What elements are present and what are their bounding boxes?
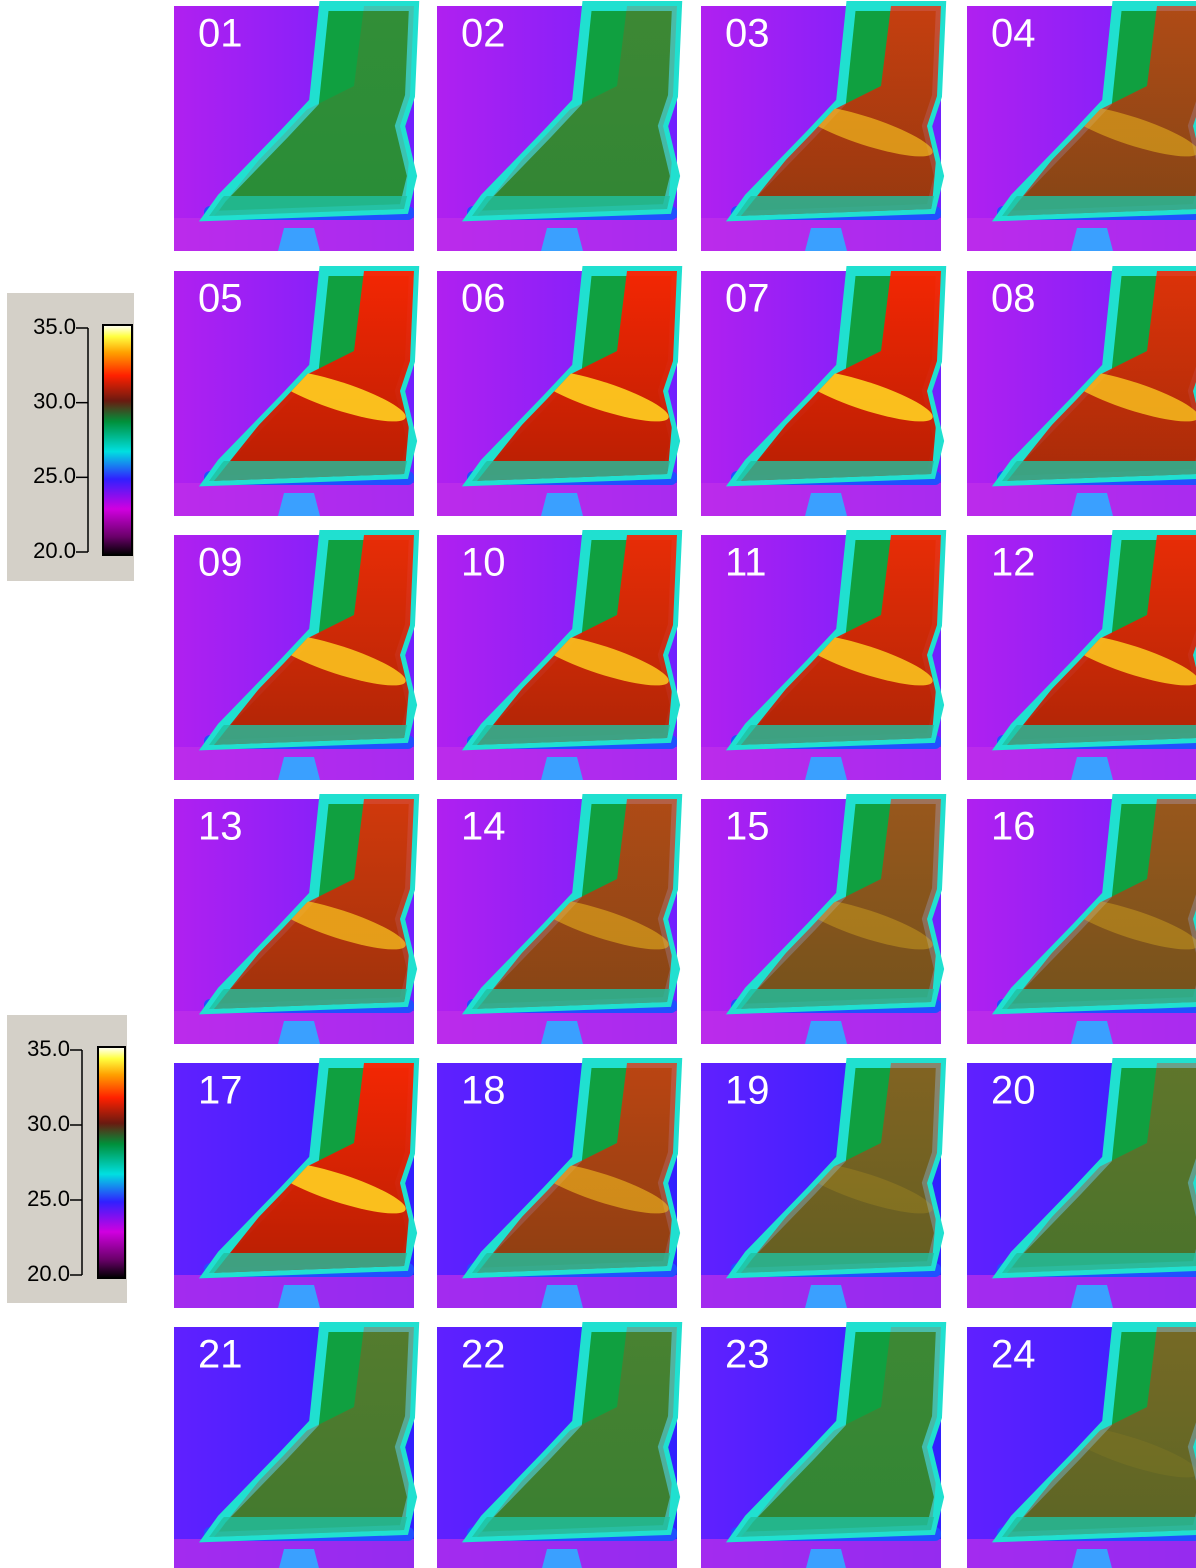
stand bbox=[1071, 1549, 1113, 1568]
thermal-image: 11 bbox=[701, 535, 941, 780]
stand bbox=[805, 1021, 847, 1044]
thermal-image: 06 bbox=[437, 271, 677, 516]
colorbar-tick-label: 35.0 bbox=[33, 314, 76, 339]
thermal-image: 04 bbox=[967, 6, 1196, 251]
stand bbox=[541, 1021, 583, 1044]
thermal-image: 05 bbox=[174, 271, 414, 516]
image-label: 18 bbox=[461, 1069, 506, 1113]
figure: 35.0 30.0 25.0 20.0 35.0 30.0 25.0 20.0 01 02 03 04… bbox=[0, 0, 1196, 1568]
thermal-image: 16 bbox=[967, 799, 1196, 1044]
colorbar-tick-label: 30.0 bbox=[33, 388, 76, 413]
stand bbox=[1071, 757, 1113, 780]
stand bbox=[278, 1285, 320, 1308]
thermal-image: 13 bbox=[174, 799, 414, 1044]
stand bbox=[541, 757, 583, 780]
stand bbox=[1071, 1285, 1113, 1308]
stand bbox=[1071, 228, 1113, 251]
stand bbox=[1071, 493, 1113, 516]
image-label: 24 bbox=[991, 1333, 1036, 1377]
thermal-image: 18 bbox=[437, 1063, 677, 1308]
stand bbox=[805, 493, 847, 516]
stand bbox=[541, 493, 583, 516]
thermal-image: 20 bbox=[967, 1063, 1196, 1308]
thermal-image: 08 bbox=[967, 271, 1196, 516]
colorbar-tick-label: 20.0 bbox=[27, 1261, 70, 1286]
image-label: 08 bbox=[991, 277, 1036, 321]
image-label: 14 bbox=[461, 805, 506, 849]
colorbar-tick-label: 25.0 bbox=[33, 463, 76, 488]
image-label: 01 bbox=[198, 12, 243, 56]
image-label: 06 bbox=[461, 277, 506, 321]
stand bbox=[278, 493, 320, 516]
stand bbox=[278, 757, 320, 780]
stand bbox=[1071, 1021, 1113, 1044]
colorbar: 35.0 30.0 25.0 20.0 bbox=[7, 1015, 127, 1303]
stand bbox=[805, 757, 847, 780]
thermal-image: 19 bbox=[701, 1063, 941, 1308]
stand bbox=[541, 228, 583, 251]
image-label: 19 bbox=[725, 1069, 770, 1113]
image-label: 15 bbox=[725, 805, 770, 849]
image-label: 09 bbox=[198, 541, 243, 585]
thermal-image: 15 bbox=[701, 799, 941, 1044]
colorbar-gradient bbox=[103, 325, 132, 555]
thermal-image: 24 bbox=[967, 1327, 1196, 1568]
image-label: 03 bbox=[725, 12, 770, 56]
stand bbox=[278, 1021, 320, 1044]
thermal-image: 23 bbox=[701, 1327, 941, 1568]
image-label: 02 bbox=[461, 12, 506, 56]
colorbar-tick-label: 25.0 bbox=[27, 1186, 70, 1211]
colorbar-tick-label: 30.0 bbox=[27, 1111, 70, 1136]
image-label: 04 bbox=[991, 12, 1036, 56]
image-label: 21 bbox=[198, 1333, 243, 1377]
image-label: 11 bbox=[725, 541, 767, 585]
page: {"colorbars": [ {"ticks": [{"value": 35,… bbox=[0, 0, 1196, 1568]
image-label: 05 bbox=[198, 277, 243, 321]
image-label: 17 bbox=[198, 1069, 243, 1113]
thermal-image: 22 bbox=[437, 1327, 677, 1568]
image-label: 22 bbox=[461, 1333, 506, 1377]
image-label: 16 bbox=[991, 805, 1036, 849]
thermal-image: 03 bbox=[701, 6, 941, 251]
colorbar-gradient bbox=[98, 1047, 125, 1278]
thermal-image: 01 bbox=[174, 6, 414, 251]
stand bbox=[278, 228, 320, 251]
colorbar-tick-label: 20.0 bbox=[33, 538, 76, 563]
thermal-image: 09 bbox=[174, 535, 414, 780]
image-label: 20 bbox=[991, 1069, 1036, 1113]
colorbar: 35.0 30.0 25.0 20.0 bbox=[7, 293, 134, 581]
thermal-image: 12 bbox=[967, 535, 1196, 780]
stand bbox=[541, 1285, 583, 1308]
stand bbox=[541, 1549, 583, 1568]
image-label: 07 bbox=[725, 277, 770, 321]
thermal-image: 14 bbox=[437, 799, 677, 1044]
image-label: 13 bbox=[198, 805, 243, 849]
stand bbox=[278, 1549, 320, 1568]
image-label: 23 bbox=[725, 1333, 770, 1377]
thermal-image: 17 bbox=[174, 1063, 414, 1308]
thermal-image: 10 bbox=[437, 535, 677, 780]
stand bbox=[805, 1549, 847, 1568]
thermal-image: 07 bbox=[701, 271, 941, 516]
colorbar-tick-label: 35.0 bbox=[27, 1036, 70, 1061]
thermal-image: 21 bbox=[174, 1327, 414, 1568]
image-label: 10 bbox=[461, 541, 506, 585]
image-label: 12 bbox=[991, 541, 1036, 585]
thermal-image: 02 bbox=[437, 6, 677, 251]
stand bbox=[805, 1285, 847, 1308]
stand bbox=[805, 228, 847, 251]
